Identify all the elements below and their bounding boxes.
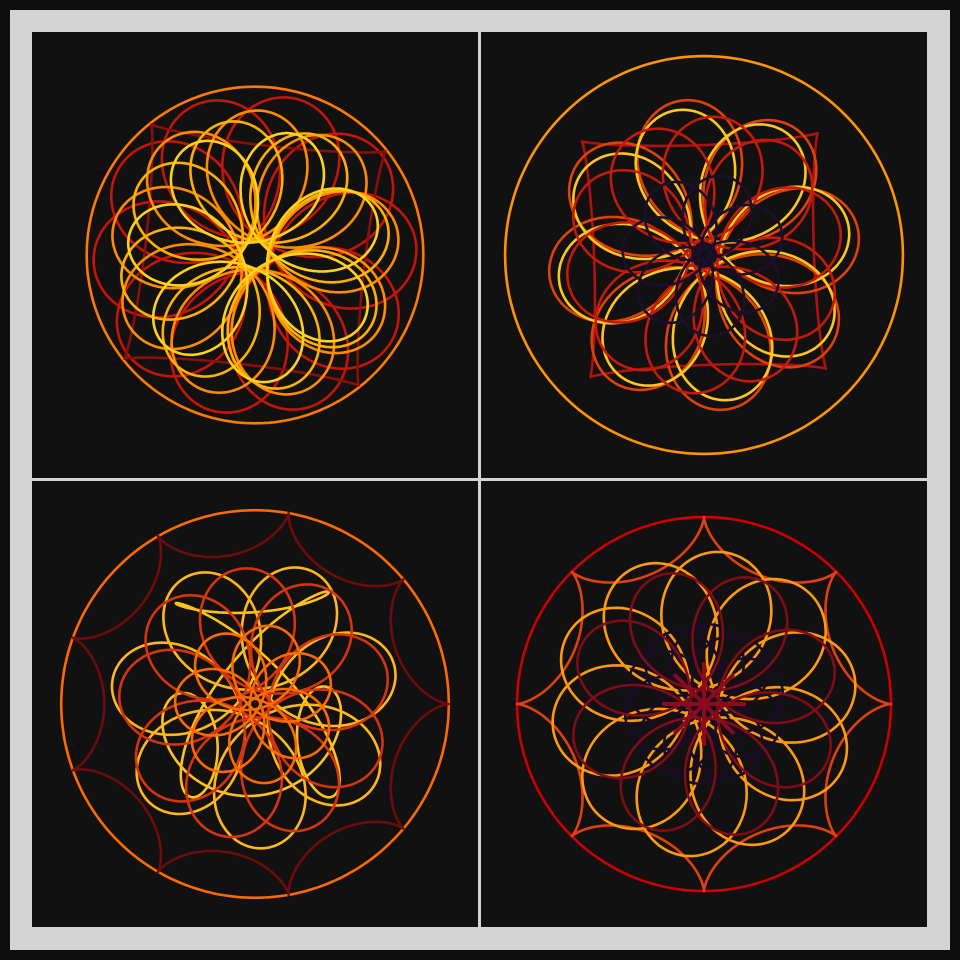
rosette-top-left (32, 32, 478, 478)
rosette-top-right-rose-loops-2 (549, 100, 859, 410)
rosette-panel-top-right (481, 32, 927, 478)
rosette-panel-bottom-left (32, 481, 478, 927)
rosette-bottom-right (481, 481, 927, 927)
rosette-panel-top-left (32, 32, 478, 478)
rosette-top-right-rose-loops-4 (567, 117, 840, 393)
rosette-bottom-left (32, 481, 478, 927)
rosette-bottom-right-star-lines-5 (662, 662, 746, 746)
rosette-panel-bottom-right (481, 481, 927, 927)
rosette-top-left-circle-0 (87, 87, 424, 424)
image-frame (10, 10, 950, 950)
rosette-top-right (481, 32, 927, 478)
